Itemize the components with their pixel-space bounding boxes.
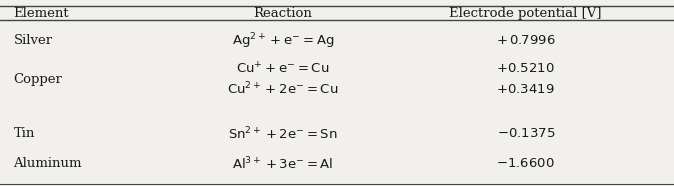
Text: Silver: Silver	[13, 34, 53, 47]
Text: Reaction: Reaction	[253, 7, 313, 20]
Text: Tin: Tin	[13, 127, 35, 140]
Text: $\mathrm{Sn^{2+}+2e^{-}=Sn}$: $\mathrm{Sn^{2+}+2e^{-}=Sn}$	[228, 126, 338, 142]
Text: $\mathrm{Ag^{2+}+e^{-}=Ag}$: $\mathrm{Ag^{2+}+e^{-}=Ag}$	[232, 31, 334, 51]
Text: $\mathrm{Cu^{+}+e^{-}=Cu}$: $\mathrm{Cu^{+}+e^{-}=Cu}$	[237, 61, 330, 76]
Text: $-0.1375$: $-0.1375$	[497, 127, 555, 140]
Text: $\mathrm{Cu^{2+}+2e^{-}=Cu}$: $\mathrm{Cu^{2+}+2e^{-}=Cu}$	[227, 81, 339, 98]
Text: Aluminum: Aluminum	[13, 157, 82, 170]
Text: Electrode potential [V]: Electrode potential [V]	[450, 7, 602, 20]
Text: $+0.5210$: $+0.5210$	[497, 62, 555, 75]
Text: $+0.3419$: $+0.3419$	[497, 83, 555, 96]
Text: $\mathrm{Al^{3+}+3e^{-}=Al}$: $\mathrm{Al^{3+}+3e^{-}=Al}$	[233, 155, 334, 172]
Text: $-1.6600$: $-1.6600$	[497, 157, 555, 170]
Text: $+\,0.7996$: $+\,0.7996$	[496, 34, 555, 47]
Text: Copper: Copper	[13, 73, 63, 86]
Text: Element: Element	[13, 7, 69, 20]
